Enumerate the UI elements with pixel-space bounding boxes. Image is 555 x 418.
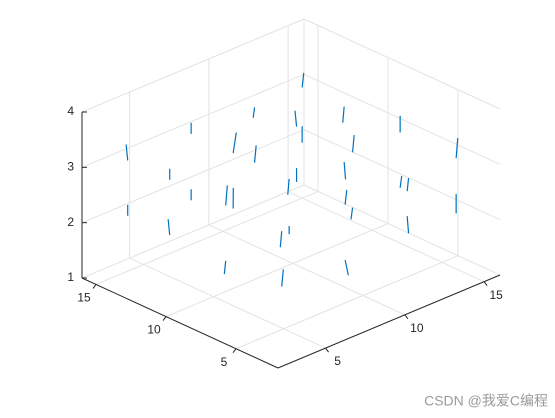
x-tick-label: 15 <box>489 288 503 302</box>
arrow <box>342 106 345 123</box>
arrow <box>406 216 410 234</box>
grid-line <box>235 255 459 350</box>
arrow <box>344 259 349 276</box>
arrow <box>281 269 284 287</box>
y-tick-label: 5 <box>221 355 228 369</box>
grid-line <box>165 223 389 318</box>
arrow <box>350 207 354 220</box>
z-tick-label: 1 <box>67 270 74 284</box>
y-tick <box>232 348 237 354</box>
watermark: CSDN @我爱C编程 <box>424 393 548 409</box>
y-tick <box>162 316 167 321</box>
arrow <box>287 178 290 195</box>
grid-line <box>81 129 305 224</box>
arrow <box>253 145 257 163</box>
y-axis <box>81 277 279 369</box>
z-tick-label: 3 <box>67 160 74 174</box>
arrow <box>232 132 237 154</box>
arrow <box>225 185 228 206</box>
z-tick-label: 2 <box>67 215 74 229</box>
arrow <box>399 175 403 188</box>
arrow <box>406 177 410 192</box>
z-tick-label: 4 <box>67 104 74 118</box>
arrow <box>125 144 129 161</box>
x-axis <box>277 274 501 369</box>
grid-line <box>208 224 406 316</box>
y-tick-label: 15 <box>77 291 91 305</box>
grid-line <box>287 191 485 283</box>
y-tick <box>92 284 97 289</box>
grid-line <box>303 18 501 110</box>
y-tick-label: 10 <box>147 323 161 337</box>
arrow <box>343 161 347 180</box>
x-tick <box>404 314 409 320</box>
grid-line <box>303 129 501 221</box>
x-tick-label: 10 <box>410 321 424 335</box>
grid-line <box>95 190 319 285</box>
grid-line <box>303 73 501 165</box>
x-tick <box>483 281 488 286</box>
arrow <box>344 190 348 205</box>
arrow <box>252 107 256 118</box>
grid-line <box>81 73 305 168</box>
arrow <box>167 219 171 236</box>
arrow <box>279 231 283 248</box>
x-tick <box>325 347 329 353</box>
arrow <box>294 110 298 127</box>
arrow <box>223 260 227 275</box>
grid-line <box>81 184 305 279</box>
arrow <box>301 72 305 88</box>
arrow <box>351 135 355 153</box>
grid-line <box>303 184 501 276</box>
grid-line <box>81 18 305 113</box>
grid-line <box>129 257 326 349</box>
x-tick-label: 5 <box>334 354 341 368</box>
arrow <box>455 138 459 159</box>
